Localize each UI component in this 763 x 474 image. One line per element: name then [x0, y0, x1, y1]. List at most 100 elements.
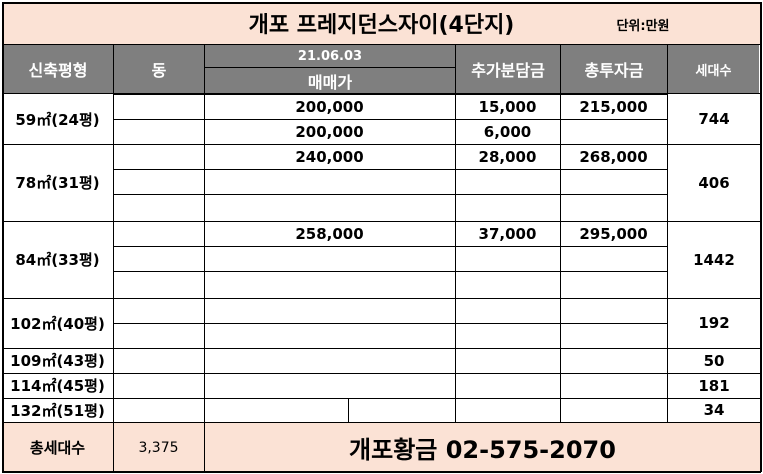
total-cell: 215,000: [560, 94, 667, 119]
extra-cell-text: 28,000: [478, 147, 537, 166]
rule-header: [2, 93, 761, 94]
households-cell-text: 181: [698, 376, 730, 395]
price-cell-text: 200,000: [295, 97, 364, 116]
title-banner: 개포 프레지던스자이(4단지): [2, 2, 761, 44]
price-cell: 258,000: [204, 221, 455, 246]
price-cell: [204, 373, 455, 398]
households-cell-text: 406: [698, 173, 730, 192]
rule-col-footer: [204, 422, 205, 472]
total-households-value: 3,375: [113, 423, 204, 472]
price-cell: [204, 169, 455, 194]
rule-col: [560, 44, 561, 423]
total-cell: [560, 373, 667, 398]
extra-cell: 6,000: [455, 119, 560, 144]
rule-row: [113, 246, 667, 247]
total-cell: [560, 398, 667, 422]
type-cell: 132㎡(51평): [2, 398, 113, 422]
households-cell-text: 192: [698, 314, 730, 332]
price-cell: [204, 348, 455, 373]
rule-col: [455, 44, 456, 423]
type-cell-text: 59㎡(24평): [15, 110, 100, 129]
header-date: 21.06.03: [205, 45, 455, 67]
type-cell: 102㎡(40평): [2, 298, 113, 348]
border-left: [2, 2, 4, 472]
extra-cell: [455, 398, 560, 422]
type-cell-text: 132㎡(51평): [10, 401, 105, 420]
type-cell-text: 78㎡(31평): [15, 174, 100, 192]
extra-cell-text: 15,000: [478, 97, 537, 116]
households-cell: 406: [667, 144, 761, 221]
contact-info: 개포황금 02-575-2070: [204, 423, 761, 472]
border-right: [760, 2, 762, 472]
total-cell: [560, 323, 667, 348]
households-cell: 34: [667, 398, 761, 422]
extra-cell: [455, 246, 560, 271]
type-cell-text: 84㎡(33평): [15, 251, 100, 269]
total-cell: [560, 348, 667, 373]
header-total-investment: 총투자금: [561, 45, 667, 93]
unit-label: 단위:만원: [616, 18, 670, 34]
rule-row: [113, 119, 667, 120]
rule-col-footer: [113, 422, 114, 472]
rule-row: [113, 323, 667, 324]
rule-title: [2, 44, 761, 45]
households-cell: 744: [667, 94, 761, 144]
rule-col: [667, 44, 668, 423]
households-cell-text: 34: [703, 401, 725, 419]
type-cell: 109㎡(43평): [2, 348, 113, 373]
rule-group: [2, 348, 761, 349]
price-cell-text: 240,000: [295, 147, 364, 166]
rule-row: [113, 94, 667, 95]
price-cell-text: 258,000: [295, 224, 364, 243]
total-cell-text: 215,000: [579, 97, 648, 116]
total-cell: [560, 246, 667, 271]
price-cell: [204, 398, 455, 422]
total-cell: [560, 119, 667, 144]
total-cell-text: 295,000: [579, 224, 648, 243]
price-cell: [204, 323, 455, 348]
border-bottom: [2, 471, 761, 473]
households-cell: 1442: [667, 221, 761, 298]
price-cell: 200,000: [204, 94, 455, 119]
price-cell: [204, 298, 455, 323]
extra-cell: [455, 298, 560, 323]
total-cell: [560, 271, 667, 298]
extra-cell: 15,000: [455, 94, 560, 119]
households-cell: 192: [667, 298, 761, 348]
price-cell: [204, 246, 455, 271]
total-households-label: 총세대수: [2, 423, 113, 472]
rule-row: [113, 194, 667, 195]
total-households-label-text: 총세대수: [29, 439, 86, 457]
households-cell-text: 1442: [693, 250, 735, 269]
rule-footer: [2, 422, 761, 423]
extra-cell: [455, 271, 560, 298]
rule-col: [204, 44, 205, 423]
rule-row: [113, 271, 667, 272]
total-cell: 268,000: [560, 144, 667, 169]
rule-group: [2, 373, 761, 374]
price-cell: 200,000: [204, 119, 455, 144]
extra-cell: [455, 348, 560, 373]
total-cell: [560, 169, 667, 194]
header-building: 동: [114, 45, 204, 93]
type-cell: 78㎡(31평): [2, 144, 113, 221]
type-cell-text: 109㎡(43평): [10, 352, 105, 370]
price-cell: [204, 194, 455, 221]
table-title: 개포 프레지던스자이(4단지): [248, 13, 515, 38]
total-cell-text: 268,000: [579, 147, 648, 166]
rule-split: [348, 398, 349, 422]
total-cell: 295,000: [560, 221, 667, 246]
extra-cell: [455, 169, 560, 194]
rule-row: [113, 169, 667, 170]
header-type: 신축평형: [3, 45, 113, 93]
extra-cell-text: 37,000: [478, 224, 537, 243]
type-cell-text: 114㎡(45평): [10, 377, 105, 395]
type-cell: 114㎡(45평): [2, 373, 113, 398]
extra-cell: [455, 323, 560, 348]
rule-group: [2, 221, 761, 222]
rule-group: [2, 298, 761, 299]
households-cell-text: 50: [703, 351, 725, 370]
households-cell-text: 744: [698, 110, 730, 128]
contact-info-text: 개포황금 02-575-2070: [349, 436, 616, 464]
